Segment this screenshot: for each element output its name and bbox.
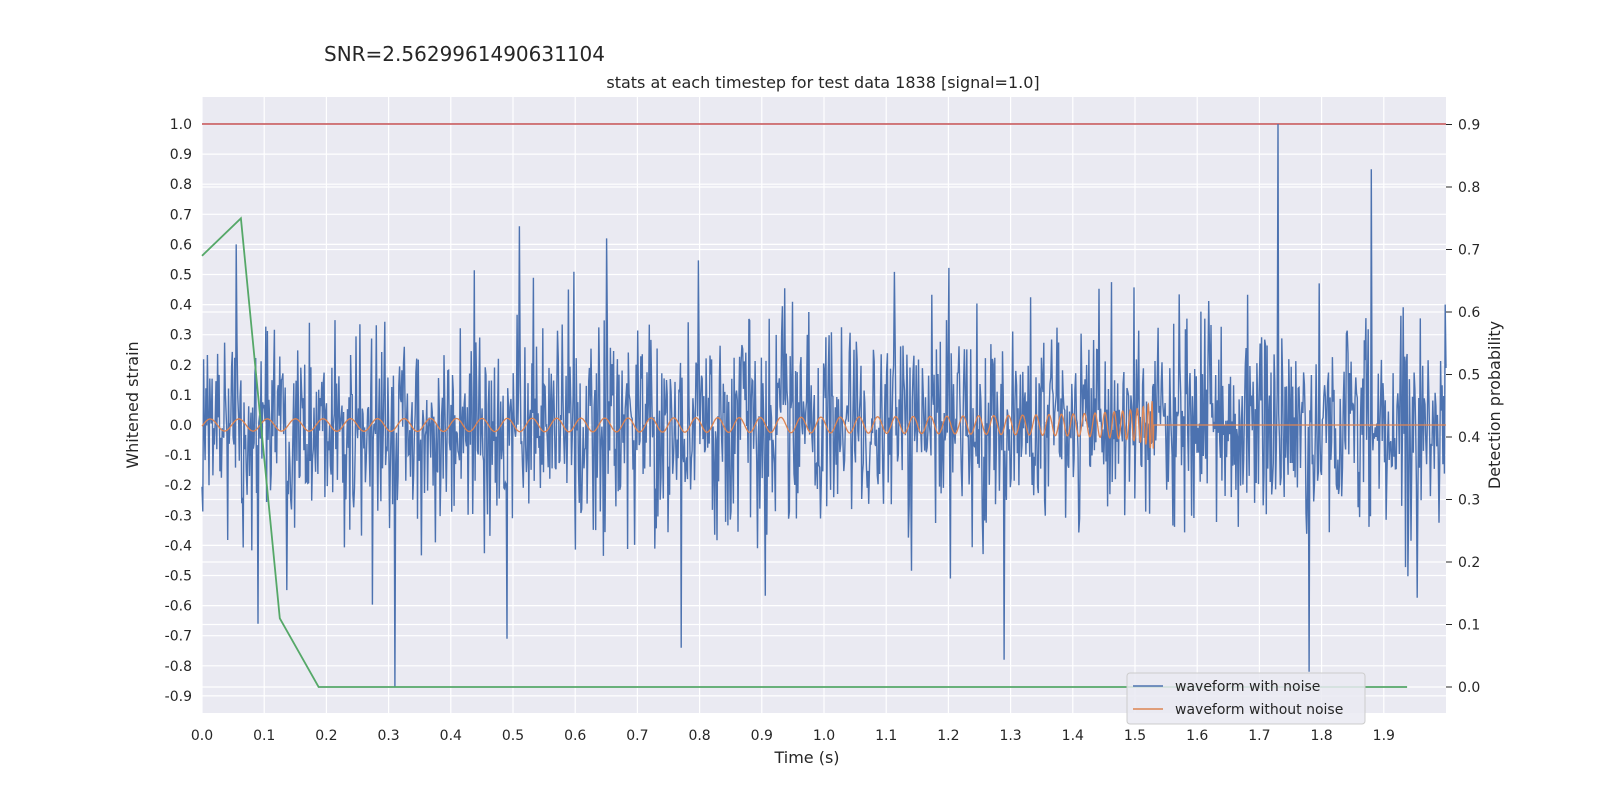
x-tick-label: 1.3 (999, 728, 1021, 744)
y-tick-label: 0.0 (170, 418, 192, 434)
x-tick-label: 1.1 (875, 728, 897, 744)
y-axis-label: Whitened strain (123, 341, 142, 468)
y-tick-label: -0.7 (165, 629, 192, 645)
x-tick-label: 0.1 (253, 728, 275, 744)
y-tick-label: 1.0 (170, 117, 192, 133)
y-tick-label: -0.5 (165, 569, 192, 585)
legend: waveform with noise waveform without noi… (1126, 672, 1366, 725)
y2-tick-label: 0.3 (1458, 493, 1480, 509)
series-detection-probability (201, 216, 1408, 688)
x-tick-label: 1.4 (1062, 728, 1084, 744)
x-tick-label: 1.0 (813, 728, 835, 744)
y2-tick-label: 0.2 (1458, 555, 1480, 571)
y-tick-label: 0.1 (170, 388, 192, 404)
y-tick-label: -0.8 (165, 659, 192, 675)
legend-label-clean: waveform without noise (1175, 702, 1343, 718)
y2-tick-label: 0.5 (1458, 368, 1480, 384)
x-tick-label: 1.2 (937, 728, 959, 744)
x-tick-label: 0.8 (688, 728, 710, 744)
y2-tick-label: 0.0 (1458, 680, 1480, 696)
x-tick-label: 0.6 (564, 728, 586, 744)
y2-tick-label: 0.6 (1458, 305, 1480, 321)
x-tick-label: 0.9 (751, 728, 773, 744)
y-tick-label: -0.1 (165, 448, 192, 464)
y2-tick-label: 0.9 (1458, 118, 1480, 134)
x-tick-label: 1.8 (1310, 728, 1332, 744)
x-tick-label: 0.5 (502, 728, 524, 744)
y-tick-label: -0.3 (165, 508, 192, 524)
x-axis-label: Time (s) (773, 748, 839, 767)
legend-box (1126, 672, 1366, 725)
suptitle: SNR=2.5629961490631104 (324, 42, 605, 66)
x-tick-label: 0.4 (440, 728, 462, 744)
y-tick-label: 0.2 (170, 358, 192, 374)
x-tick-label: 1.9 (1373, 728, 1395, 744)
x-tick-label: 0.7 (626, 728, 648, 744)
y-tick-label: 0.6 (170, 237, 192, 253)
y-tick-label: 0.4 (170, 298, 192, 314)
y2-tick-label: 0.8 (1458, 180, 1480, 196)
y-tick-label: 0.8 (170, 177, 192, 193)
chart-title: stats at each timestep for test data 183… (606, 73, 1039, 92)
y-tick-label: 0.9 (170, 147, 192, 163)
ticks: 0.0 0.1 0.2 0.3 0.4 0.5 0.6 0.7 0.8 0.9 1.0 1.1 1.2 1… (165, 117, 1481, 744)
y2-tick-label: 0.1 (1458, 618, 1480, 634)
y-tick-label: -0.9 (165, 689, 192, 705)
y-tick-label: 0.7 (170, 207, 192, 223)
y-tick-label: 0.5 (170, 268, 192, 284)
x-tick-label: 1.7 (1248, 728, 1270, 744)
y-tick-label: -0.6 (165, 599, 192, 615)
legend-label-noise: waveform with noise (1175, 679, 1320, 695)
series-layer (201, 123, 1447, 688)
y-tick-label: 0.3 (170, 328, 192, 344)
x-tick-label: 1.6 (1186, 728, 1208, 744)
y-tick-label: -0.4 (165, 538, 192, 554)
x-tick-label: 0.2 (315, 728, 337, 744)
y2-tick-label: 0.4 (1458, 430, 1480, 446)
series-waveform-with-noise (201, 123, 1447, 687)
x-tick-label: 1.5 (1124, 728, 1146, 744)
series-waveform-without-noise (201, 401, 1446, 449)
x-tick-label: 0.3 (377, 728, 399, 744)
x-tick-label: 0.0 (191, 728, 213, 744)
y2-tick-label: 0.7 (1458, 243, 1480, 259)
y-tick-label: -0.2 (165, 478, 192, 494)
y2-axis-label: Detection probability (1485, 321, 1504, 489)
